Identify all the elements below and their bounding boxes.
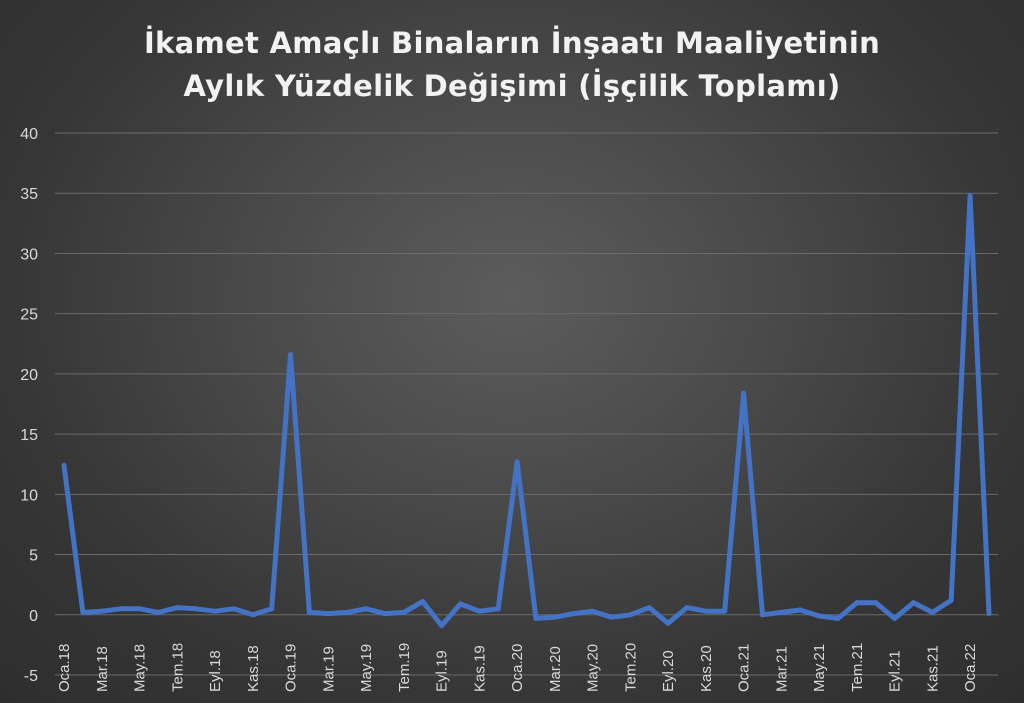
data-point [552,614,558,620]
data-point [306,609,312,615]
data-point [269,606,275,612]
data-point [911,600,916,606]
data-point [948,597,954,603]
data-point [155,609,161,615]
chart-title-line-2: Aylık Yüzdelik Değişimi (İşçilik Toplamı… [183,69,841,103]
data-point [741,390,747,396]
x-tick-label: Kas.19 [471,645,488,692]
data-point [778,609,784,615]
data-point [533,615,539,621]
data-point [514,459,520,465]
data-point [439,623,445,629]
data-point [835,615,841,621]
x-tick-label: Tem.21 [849,643,866,692]
x-tick-label: Mar.21 [773,646,790,692]
data-point [665,620,671,626]
x-tick-label: Tem.18 [169,643,186,692]
data-point [722,608,728,614]
y-tick-label: 0 [29,608,38,625]
y-tick-label: 30 [20,246,38,263]
x-tick-label: May.21 [811,644,828,692]
x-tick-label: Eyl.18 [207,650,224,692]
data-point [608,614,614,620]
y-tick-label: 40 [20,126,38,143]
data-point [760,612,765,618]
x-tick-label: Eyl.20 [660,650,677,692]
data-point [420,599,426,604]
x-tick-label: Eyl.21 [887,650,904,692]
data-point [193,606,199,612]
data-point [363,606,369,612]
data-point [118,606,124,612]
data-point [250,612,256,618]
x-tick-label: May.20 [585,644,602,692]
data-point [816,613,822,619]
y-tick-label: 25 [20,307,38,324]
data-point [80,609,86,615]
data-point [476,608,482,614]
x-tick-label: Kas.18 [245,645,262,692]
chart-title-line-1: İkamet Amaçlı Binaların İnşaatı Maaliyet… [143,26,881,60]
data-point [212,608,218,614]
data-point [929,609,935,615]
data-point [797,607,803,613]
x-tick-label: Oca.20 [509,644,526,692]
data-point [288,352,293,358]
data-point [646,605,652,611]
x-tick-label: Eyl.19 [434,650,451,692]
data-point [967,193,973,199]
x-tick-label: Kas.20 [698,645,715,692]
y-tick-label: 35 [20,186,38,203]
data-point [495,606,501,612]
data-point [854,600,860,606]
y-tick-label: -5 [24,668,38,685]
x-tick-label: Tem.19 [396,643,413,692]
x-tick-label: Oca.18 [56,644,73,692]
data-point [873,600,879,606]
chart-title: İkamet Amaçlı Binaların İnşaatı Maaliyet… [0,22,1024,108]
data-point [344,609,350,615]
series-layer [61,193,992,629]
data-point [457,601,463,607]
y-axis-ticks: -5 0 5 10 15 20 25 30 35 40 [20,126,38,685]
data-point [703,608,709,614]
x-tick-label: May.18 [132,644,149,692]
y-tick-label: 10 [20,487,38,504]
data-point [571,611,577,617]
data-point [325,611,331,617]
x-tick-label: May.19 [358,644,375,692]
data-point [382,611,388,617]
x-tick-label: Kas.21 [924,645,941,692]
y-tick-label: 15 [20,427,38,444]
data-point [231,606,237,612]
x-tick-label: Oca.21 [736,644,753,692]
y-tick-label: 5 [29,548,38,565]
x-tick-label: Tem.20 [622,643,639,692]
data-point [99,608,105,614]
data-point [684,605,690,611]
data-point [892,615,898,621]
x-tick-label: Oca.22 [962,644,979,692]
data-point [627,612,633,618]
x-axis-ticks: Oca.18 Mar.18 May.18 Tem.18 Eyl.18 Kas.18 Oca.… [56,643,979,692]
series-line-0 [61,193,992,629]
data-point [137,606,142,612]
x-tick-label: Oca.19 [283,644,300,692]
x-tick-label: Mar.18 [94,646,111,692]
data-point [401,609,407,615]
x-tick-label: Mar.20 [547,646,564,692]
y-tick-label: 20 [20,367,38,384]
x-tick-label: Mar.19 [320,646,337,692]
data-point [174,605,180,611]
data-point [590,608,596,614]
data-point [61,462,67,468]
data-point [986,611,992,617]
gridlines [55,132,998,676]
